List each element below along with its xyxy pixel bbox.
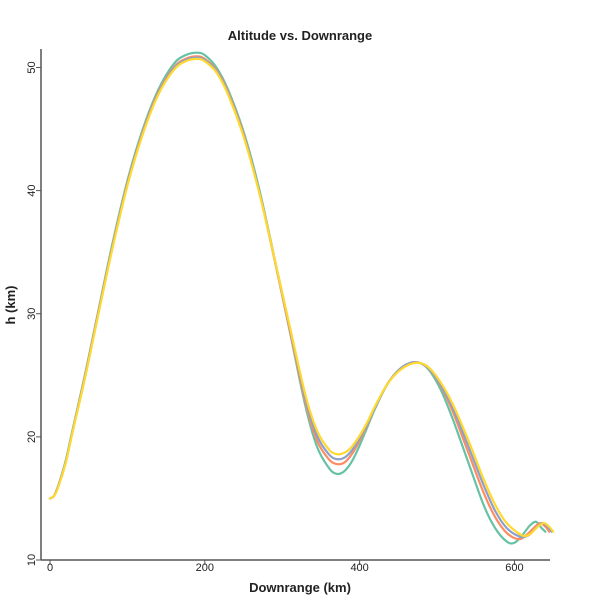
x-axis-ticks: 0 200 400 600 (47, 560, 524, 574)
y-tick-label: 40 (26, 184, 38, 196)
series-line-2 (48, 55, 551, 541)
x-tick-label: 0 (47, 562, 53, 574)
x-axis-label: Downrange (km) (249, 580, 351, 595)
y-tick-label: 20 (26, 431, 38, 443)
chart-title: Altitude vs. Downrange (228, 28, 372, 43)
x-tick-label: 200 (196, 562, 214, 574)
y-tick-label: 10 (26, 554, 38, 566)
y-tick-label: 30 (26, 308, 38, 320)
y-tick-label: 50 (26, 61, 38, 73)
series-line-4 (48, 57, 555, 538)
x-tick-label: 400 (350, 562, 368, 574)
series-line-1 (48, 51, 547, 545)
x-tick-label: 600 (505, 562, 523, 574)
y-axis-label: h (km) (3, 286, 18, 325)
series-group (48, 51, 555, 545)
series-line-3 (48, 56, 553, 539)
y-axis-ticks: 10 20 30 40 50 (26, 61, 41, 566)
